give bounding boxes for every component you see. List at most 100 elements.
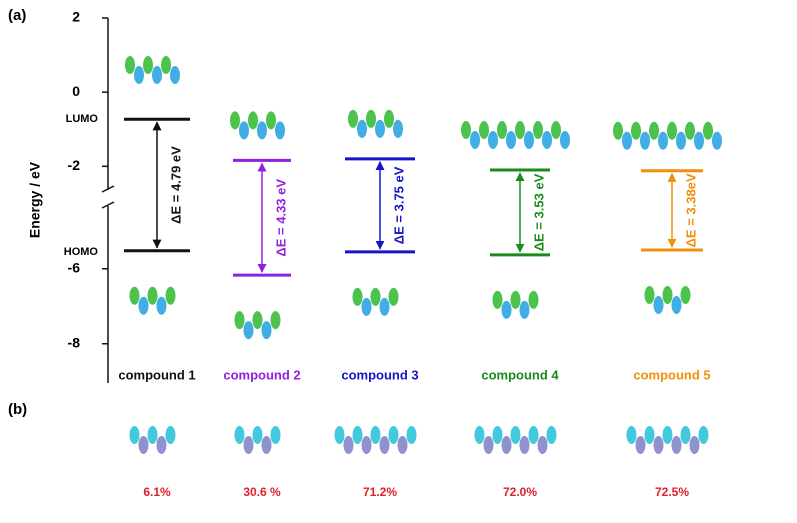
orbital-lobe xyxy=(343,436,354,454)
gap-label: ΔE = 4.33 eV xyxy=(273,179,288,257)
y-tick-label: 0 xyxy=(72,83,80,99)
orbital-lobe xyxy=(483,436,494,454)
orbital-lobe xyxy=(361,436,372,454)
orbital-lobe xyxy=(266,111,276,130)
orbital-lobe xyxy=(252,311,263,330)
orbital-lobe xyxy=(671,436,682,454)
orbital-lobe xyxy=(680,426,691,444)
orbital-lobe xyxy=(165,426,176,444)
orbital-lobe xyxy=(270,426,281,444)
y-tick-label: 2 xyxy=(72,9,80,25)
orbital-lobe xyxy=(375,119,385,138)
orbital-lobe xyxy=(694,131,704,150)
category-label: compound 4 xyxy=(481,367,559,382)
orbital-lobe xyxy=(239,121,249,140)
orbital-lobe xyxy=(653,296,664,314)
orbital-lobe xyxy=(170,66,180,84)
orbital-lobe xyxy=(492,290,503,309)
gap-label: ΔE = 3.38eV xyxy=(683,173,698,247)
orbital-lobe xyxy=(461,121,471,140)
y-axis-label: Energy / eV xyxy=(27,161,43,238)
orbital-lobe xyxy=(680,286,691,304)
panel-label: (a) xyxy=(8,7,26,24)
category-label: compound 5 xyxy=(633,367,710,382)
orbital-lobe xyxy=(257,121,267,140)
orbital-lobe xyxy=(676,131,686,150)
orbital-lobe xyxy=(370,287,381,306)
contribution-label: 6.1% xyxy=(143,485,171,499)
orbital-lobe xyxy=(243,321,254,340)
orbital-lobe xyxy=(230,111,240,130)
orbital-lobe xyxy=(635,436,646,454)
orbital-lobe xyxy=(551,121,561,140)
orbital-lobe xyxy=(649,121,659,140)
orbital-lobe xyxy=(644,286,655,304)
orbital-lobe xyxy=(275,121,285,140)
orbital-lobe xyxy=(533,121,543,140)
orbital-lobe xyxy=(234,426,245,444)
orbital-lobe xyxy=(252,426,263,444)
orbital-lobe xyxy=(156,296,167,315)
orbital-lobe xyxy=(234,311,245,330)
contribution-label: 30.6 % xyxy=(243,485,281,499)
orbital-lobe xyxy=(698,426,709,444)
orbital-lobe xyxy=(640,131,650,150)
level-name: LUMO xyxy=(66,113,99,125)
orbital-lobe xyxy=(129,286,140,305)
level-name: HOMO xyxy=(64,246,99,258)
orbital-lobe xyxy=(138,296,149,315)
orbital-lobe xyxy=(546,426,557,444)
gap-label: ΔE = 3.75 eV xyxy=(391,166,406,244)
orbital-lobe xyxy=(528,426,539,444)
y-tick-label: -6 xyxy=(68,259,81,275)
orbital-lobe xyxy=(261,321,272,340)
axis-break xyxy=(101,201,115,209)
orbital-lobe xyxy=(161,56,171,74)
orbital-lobe xyxy=(379,436,390,454)
orbital-lobe xyxy=(366,109,376,128)
axis-break xyxy=(101,185,115,193)
orbital-lobe xyxy=(671,296,682,314)
orbital-lobe xyxy=(506,131,516,150)
orbital-lobe xyxy=(703,121,713,140)
y-tick-label: -8 xyxy=(68,334,81,350)
y-tick-label: -2 xyxy=(68,157,81,173)
orbital-lobe xyxy=(334,426,345,444)
orbital-lobe xyxy=(393,119,403,138)
orbital-lobe xyxy=(379,297,390,316)
orbital-lobe xyxy=(510,426,521,444)
gap-label: ΔE = 3.53 eV xyxy=(531,173,546,251)
orbital-lobe xyxy=(147,286,158,305)
contribution-label: 72.0% xyxy=(503,485,537,499)
orbital-lobe xyxy=(352,426,363,444)
orbital-lobe xyxy=(361,297,372,316)
orbital-lobe xyxy=(270,311,281,330)
orbital-lobe xyxy=(689,436,700,454)
orbital-lobe xyxy=(524,131,534,150)
category-label: compound 1 xyxy=(118,367,195,382)
orbital-lobe xyxy=(388,426,399,444)
orbital-lobe xyxy=(662,286,673,304)
orbital-lobe xyxy=(384,109,394,128)
orbital-lobe xyxy=(631,121,641,140)
orbital-lobe xyxy=(488,131,498,150)
orbital-lobe xyxy=(667,121,677,140)
orbital-lobe xyxy=(501,436,512,454)
orbital-lobe xyxy=(156,436,167,454)
orbital-lobe xyxy=(626,426,637,444)
orbital-lobe xyxy=(352,287,363,306)
orbital-lobe xyxy=(644,426,655,444)
orbital-lobe xyxy=(397,436,408,454)
orbital-lobe xyxy=(348,109,358,128)
orbital-lobe xyxy=(243,436,254,454)
orbital-lobe xyxy=(152,66,162,84)
category-label: compound 3 xyxy=(341,367,418,382)
orbital-lobe xyxy=(712,131,722,150)
orbital-lobe xyxy=(519,300,530,319)
orbital-lobe xyxy=(662,426,673,444)
orbital-lobe xyxy=(622,131,632,150)
contribution-label: 72.5% xyxy=(655,485,689,499)
contribution-label: 71.2% xyxy=(363,485,397,499)
orbital-lobe xyxy=(560,131,570,150)
orbital-lobe xyxy=(357,119,367,138)
